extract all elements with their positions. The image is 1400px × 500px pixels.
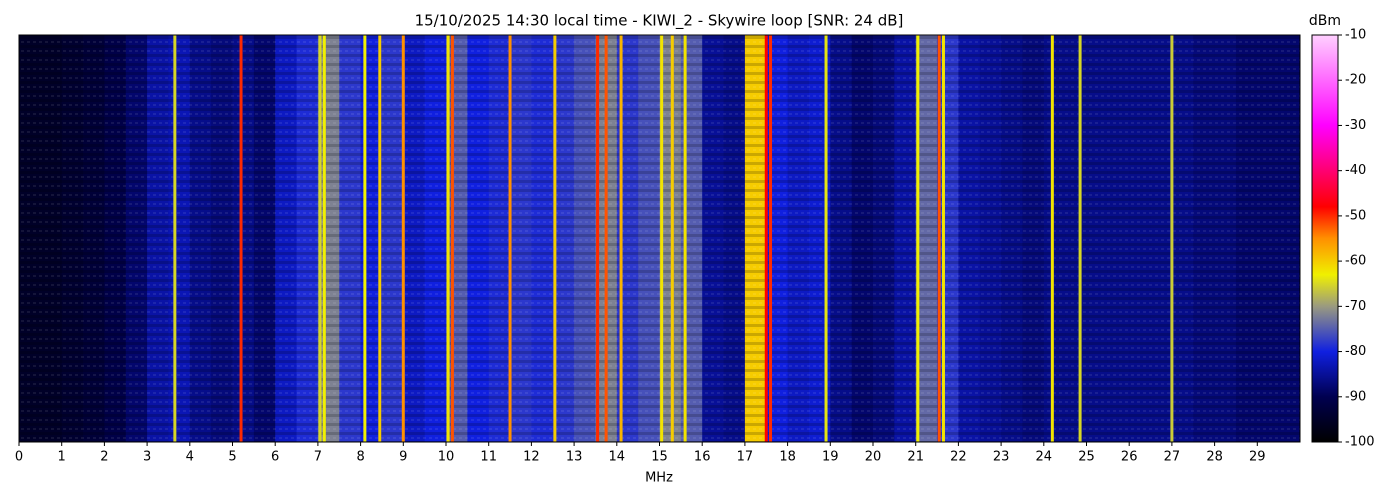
colorbar-tick-label: -100 bbox=[1345, 435, 1375, 450]
signal-line bbox=[508, 35, 512, 442]
x-tick-label: 4 bbox=[186, 450, 194, 465]
signal-line bbox=[401, 35, 405, 442]
signal-line bbox=[363, 35, 367, 442]
x-tick-label: 17 bbox=[737, 450, 754, 465]
signal-line bbox=[322, 35, 326, 442]
colorbar-tick-label: -50 bbox=[1345, 208, 1366, 223]
x-tick-label: 11 bbox=[480, 450, 497, 465]
colorbar-tick-label: -70 bbox=[1345, 299, 1366, 314]
x-tick-label: 0 bbox=[15, 450, 23, 465]
colorbar-tick-label: -30 bbox=[1345, 118, 1366, 133]
signal-line bbox=[670, 35, 674, 442]
x-tick-label: 18 bbox=[779, 450, 796, 465]
x-tick-label: 15 bbox=[651, 450, 668, 465]
colorbar-tick-label: -90 bbox=[1345, 389, 1366, 404]
signal-line bbox=[596, 35, 600, 442]
x-tick-label: 7 bbox=[314, 450, 322, 465]
signal-line bbox=[1170, 35, 1174, 442]
x-tick-label: 10 bbox=[438, 450, 455, 465]
signal-line bbox=[378, 35, 382, 442]
signal-line bbox=[604, 35, 608, 442]
signal-line bbox=[764, 35, 768, 442]
x-axis-label: MHz bbox=[645, 471, 673, 486]
signal-line bbox=[619, 35, 623, 442]
signal-line bbox=[1050, 35, 1054, 442]
chart-title: 15/10/2025 14:30 local time - KIWI_2 - S… bbox=[415, 12, 904, 31]
x-tick-label: 8 bbox=[356, 450, 364, 465]
x-tick-label: 5 bbox=[228, 450, 236, 465]
x-tick-label: 26 bbox=[1121, 450, 1138, 465]
x-tick-label: 29 bbox=[1249, 450, 1266, 465]
x-tick-label: 19 bbox=[822, 450, 839, 465]
x-tick-label: 13 bbox=[566, 450, 583, 465]
colorbar-tick-label: -10 bbox=[1345, 28, 1366, 43]
x-tick-label: 9 bbox=[399, 450, 407, 465]
x-tick-label: 2 bbox=[100, 450, 108, 465]
texture bbox=[19, 35, 1300, 442]
signal-line bbox=[937, 35, 941, 442]
signal-line bbox=[660, 35, 664, 442]
x-tick-label: 6 bbox=[271, 450, 279, 465]
colorbar-tick-label: -40 bbox=[1345, 163, 1366, 178]
signal-line bbox=[683, 35, 687, 442]
signal-line bbox=[450, 35, 454, 442]
x-tick-label: 3 bbox=[143, 450, 151, 465]
signal-line bbox=[824, 35, 828, 442]
colorbar-tick-label: -80 bbox=[1345, 344, 1366, 359]
x-tick-label: 21 bbox=[907, 450, 924, 465]
signal-line bbox=[941, 35, 945, 442]
x-tick-label: 14 bbox=[609, 450, 626, 465]
x-tick-label: 23 bbox=[993, 450, 1010, 465]
x-tick-label: 22 bbox=[950, 450, 967, 465]
x-tick-label: 12 bbox=[523, 450, 540, 465]
x-tick-label: 16 bbox=[694, 450, 711, 465]
signal-line bbox=[446, 35, 450, 442]
signal-line bbox=[769, 35, 773, 442]
colorbar bbox=[1311, 34, 1339, 443]
colorbar-tick-label: -60 bbox=[1345, 254, 1366, 269]
x-tick-label: 28 bbox=[1206, 450, 1223, 465]
colorbar-tick-label: -20 bbox=[1345, 73, 1366, 88]
colorbar-label: dBm bbox=[1309, 13, 1341, 29]
signal-line bbox=[239, 35, 243, 442]
signal-line bbox=[1078, 35, 1082, 442]
signal-line bbox=[916, 35, 920, 442]
x-tick-label: 27 bbox=[1164, 450, 1181, 465]
x-tick-label: 25 bbox=[1078, 450, 1095, 465]
x-tick-label: 1 bbox=[58, 450, 66, 465]
plot-area bbox=[19, 35, 1301, 442]
x-tick-label: 20 bbox=[865, 450, 882, 465]
signal-line bbox=[173, 35, 177, 442]
signal-line bbox=[553, 35, 557, 442]
signal-line bbox=[318, 35, 322, 442]
x-tick-label: 24 bbox=[1036, 450, 1053, 465]
